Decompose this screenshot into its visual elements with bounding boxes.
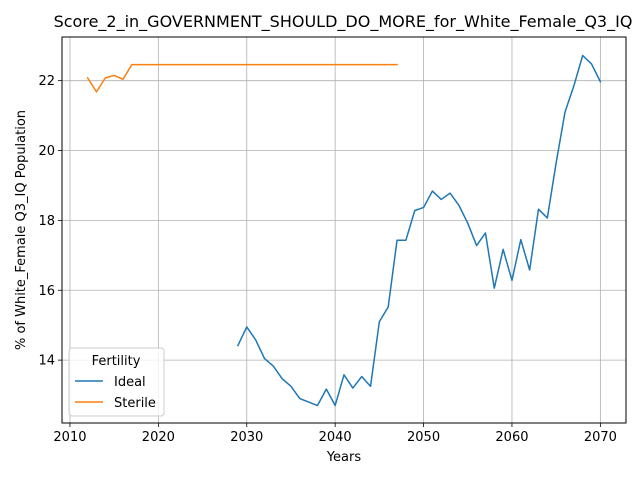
x-axis: 2010 2020 2030 2040 2050 2060 2070 [53, 423, 617, 445]
series-line-ideal [236, 54, 602, 407]
series-layer [86, 54, 602, 407]
x-tick-label: 2030 [230, 430, 263, 445]
x-tick-label: 2020 [142, 430, 175, 445]
legend-label-sterile: Sterile [114, 396, 156, 411]
y-tick-label: 14 [38, 354, 55, 369]
y-axis: 14 16 18 20 22 [38, 74, 62, 369]
x-tick-label: 2070 [584, 430, 617, 445]
series-line-sterile [86, 63, 398, 93]
y-tick-label: 16 [38, 284, 55, 299]
plot-frame [61, 36, 627, 424]
chart-title: Score_2_in_GOVERNMENT_SHOULD_DO_MORE_for… [54, 12, 633, 32]
y-axis-label: % of White_Female Q3_IQ Population [14, 110, 29, 350]
x-tick-label: 2010 [53, 430, 86, 445]
x-tick-label: 2060 [495, 430, 528, 445]
x-tick-label: 2040 [319, 430, 352, 445]
legend-title: Fertility [92, 354, 141, 369]
legend-label-ideal: Ideal [114, 375, 146, 390]
y-tick-label: 18 [38, 214, 55, 229]
x-axis-label: Years [326, 450, 362, 465]
legend: Fertility Ideal Sterile [68, 347, 165, 417]
x-tick-label: 2050 [407, 430, 440, 445]
y-tick-label: 22 [38, 74, 55, 89]
legend-box [68, 347, 165, 417]
y-tick-label: 20 [38, 144, 55, 159]
